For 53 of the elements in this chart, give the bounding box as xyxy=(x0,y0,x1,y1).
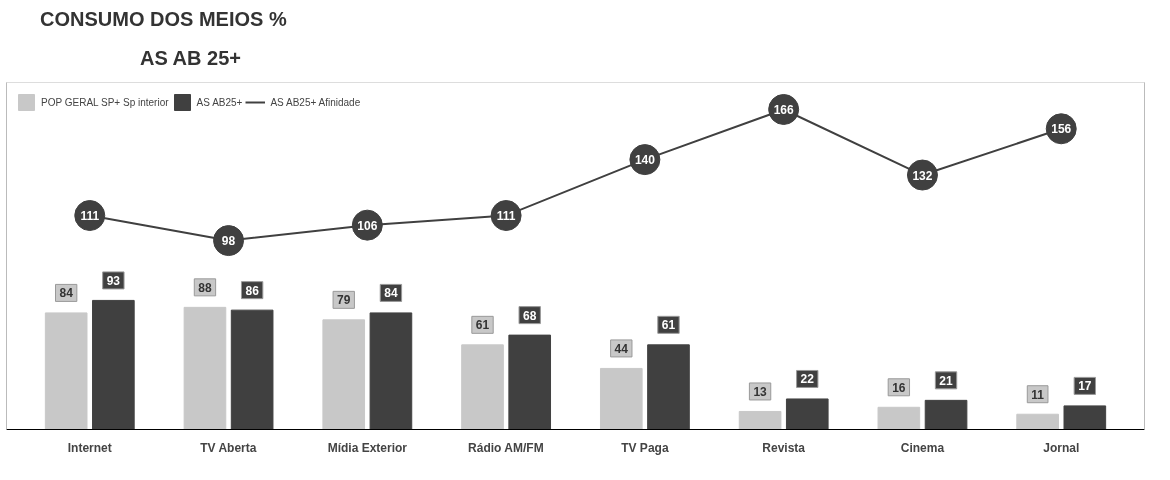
data-label: 79 xyxy=(337,293,351,308)
bar xyxy=(322,319,366,430)
data-label: 61 xyxy=(661,318,676,333)
legend-label: AS AB25+ Afinidade xyxy=(270,96,361,108)
data-label: 156 xyxy=(1051,122,1072,137)
data-label: 166 xyxy=(773,103,795,118)
x-tick-label: TV Paga xyxy=(621,440,669,455)
bar xyxy=(508,334,552,430)
data-label: 16 xyxy=(892,380,906,395)
data-label: 106 xyxy=(357,218,378,233)
bar xyxy=(738,411,782,430)
data-label: 44 xyxy=(614,342,629,357)
data-label: 84 xyxy=(384,286,398,301)
bar xyxy=(647,344,690,430)
bar xyxy=(369,312,413,430)
data-label: 22 xyxy=(800,372,815,387)
bar xyxy=(230,309,274,430)
legend-label: POP GERAL SP+ Sp interior xyxy=(41,96,169,108)
data-label: 84 xyxy=(59,286,74,301)
legend-label: AS AB25+ xyxy=(196,96,243,108)
x-tick-label: Jornal xyxy=(1043,440,1080,455)
bar xyxy=(461,344,504,430)
bar xyxy=(44,312,88,430)
data-label: 21 xyxy=(939,373,954,388)
chart-subtitle: AS AB 25+ xyxy=(140,45,241,71)
x-tick-label: Cinema xyxy=(900,440,945,455)
chart-title: CONSUMO DOS MEIOS % xyxy=(40,7,287,32)
x-tick-label: Internet xyxy=(67,440,112,455)
data-label: 93 xyxy=(106,274,121,289)
data-label: 132 xyxy=(912,168,933,183)
data-label: 111 xyxy=(80,209,100,224)
x-tick-label: Rádio AM/FM xyxy=(468,440,544,455)
bar xyxy=(1063,405,1107,430)
data-label: 111 xyxy=(496,209,516,224)
data-label: 61 xyxy=(475,318,490,333)
bar xyxy=(877,406,921,430)
x-tick-label: Revista xyxy=(762,440,806,455)
bar xyxy=(92,300,135,430)
data-label: 17 xyxy=(1078,379,1092,394)
data-label: 88 xyxy=(198,280,212,295)
bar xyxy=(785,398,829,430)
data-label: 13 xyxy=(753,385,768,400)
data-label: 140 xyxy=(634,153,656,168)
data-label: 11 xyxy=(1031,387,1045,402)
data-label: 86 xyxy=(245,283,260,298)
bar xyxy=(599,368,643,430)
bar xyxy=(924,399,968,430)
bar xyxy=(183,306,227,430)
data-label: 98 xyxy=(221,234,236,249)
bar xyxy=(1016,413,1059,430)
data-label: 68 xyxy=(523,308,537,323)
x-tick-label: Mídia Exterior xyxy=(327,440,408,455)
x-tick-label: TV Aberta xyxy=(200,440,257,455)
